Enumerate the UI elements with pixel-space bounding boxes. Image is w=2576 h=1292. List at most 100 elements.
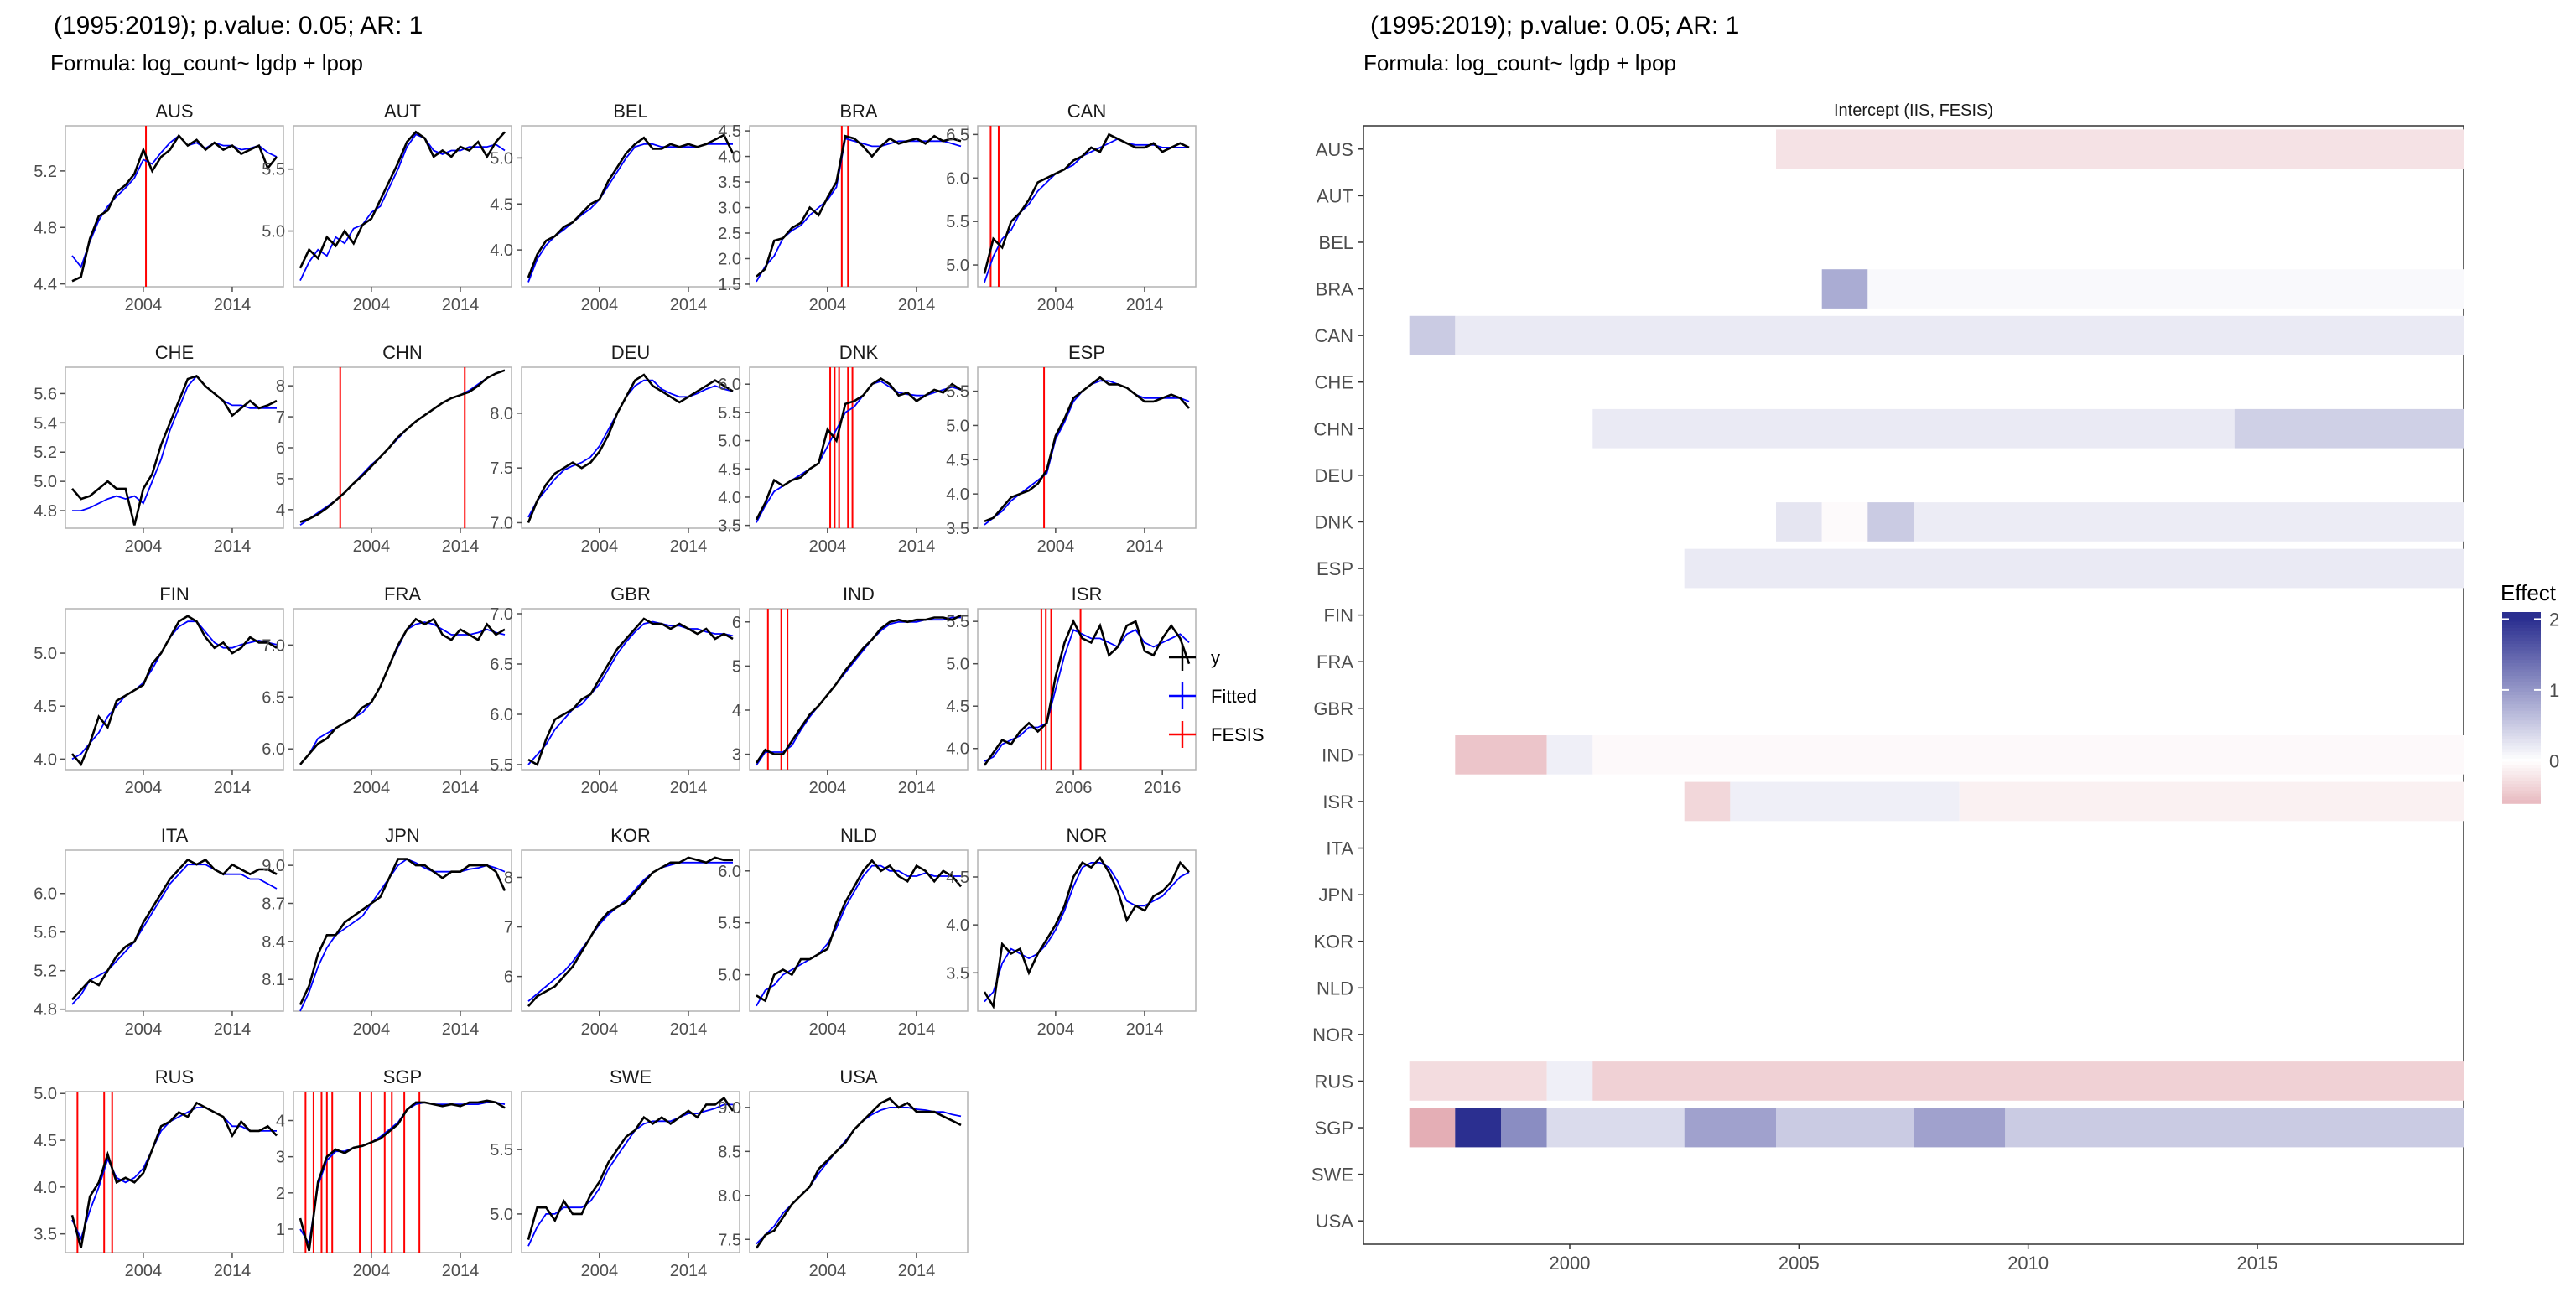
x-tick-label: 2014 <box>214 296 252 314</box>
y-tick-label: 5.0 <box>34 1085 57 1103</box>
y-tick-label: 4.5 <box>946 698 969 716</box>
y-tick-label: 3.5 <box>718 517 741 536</box>
y-tick-label: 5.0 <box>34 645 57 663</box>
facet-panel-aut: AUT5.05.520042014 <box>262 101 512 314</box>
facet-title: AUT <box>384 101 421 122</box>
panel-border <box>750 609 968 770</box>
x-tick-label: 2004 <box>809 1262 847 1280</box>
facet-title: BEL <box>613 101 648 122</box>
panel-border <box>978 126 1196 287</box>
y-tick-label: 3.5 <box>718 174 741 192</box>
heatmap-chart: Intercept (IIS, FESIS)AUSAUTBELBRACANCHE… <box>1311 101 2559 1274</box>
y-tick-label: 4.0 <box>946 916 969 935</box>
x-tick-label: 2005 <box>1779 1253 1820 1274</box>
heatmap-cell-ind <box>1455 735 1546 775</box>
heatmap-cell-chn <box>1592 409 2234 449</box>
facet-title: KOR <box>610 825 651 846</box>
heatmap-cell-isr <box>1960 782 2464 822</box>
panel-border <box>750 126 968 287</box>
heatmap-cell-rus <box>1547 1061 1593 1101</box>
heatmap-cell-sgp <box>2005 1108 2464 1148</box>
row-label: JPN <box>1318 885 1353 905</box>
x-tick-label: 2014 <box>670 1262 708 1280</box>
y-tick-label: 8.1 <box>262 971 285 989</box>
y-tick-label: 6.0 <box>718 376 741 394</box>
y-tick-label: 7 <box>276 408 285 427</box>
y-tick-label: 5.2 <box>34 444 57 462</box>
x-tick-label: 2014 <box>214 537 252 556</box>
row-label: FIN <box>1324 605 1353 626</box>
heatmap-cell-rus <box>1592 1061 2464 1101</box>
y-tick-label: 4.0 <box>718 489 741 507</box>
facet-title: AUS <box>155 101 193 122</box>
facet-title: DNK <box>839 342 879 363</box>
y-tick-label: 4.8 <box>34 502 57 521</box>
y-tick-label: 4.0 <box>718 148 741 167</box>
y-tick-label: 2 <box>276 1185 285 1203</box>
panel-border <box>522 1092 740 1253</box>
right-chart-subtitle: Formula: log_count~ lgdp + lpop <box>1363 50 1676 75</box>
y-tick-label: 7 <box>504 919 513 937</box>
y-tick-label: 5 <box>732 657 741 676</box>
x-tick-label: 2014 <box>442 296 480 314</box>
heatmap-cell-aus <box>1776 129 2464 169</box>
x-tick-label: 2004 <box>581 1020 619 1039</box>
y-tick-label: 6.0 <box>490 706 513 724</box>
facet-panel-sgp: SGP123420042014 <box>276 1066 512 1280</box>
row-label: CHN <box>1313 418 1353 439</box>
line-legend: yFittedFESIS <box>1169 644 1265 748</box>
y-tick-label: 6.5 <box>946 126 969 144</box>
panel-border <box>750 367 968 528</box>
y-tick-label: 1 <box>276 1221 285 1239</box>
y-tick-label: 4.0 <box>946 485 969 504</box>
x-tick-label: 2014 <box>670 537 708 556</box>
x-tick-label: 2004 <box>581 1262 619 1280</box>
facet-panel-fin: FIN4.04.55.020042014 <box>34 584 283 797</box>
facet-title: SGP <box>383 1066 422 1087</box>
facet-title: FRA <box>384 584 421 604</box>
heatmap-cell-dnk <box>1776 502 1822 542</box>
heatmap-cell-can <box>1455 316 2464 355</box>
x-tick-label: 2006 <box>1055 779 1093 797</box>
y-tick-label: 4.5 <box>34 1132 57 1150</box>
x-tick-label: 2004 <box>809 296 847 314</box>
y-tick-label: 8.4 <box>262 933 285 952</box>
x-tick-label: 2010 <box>2007 1253 2049 1274</box>
facet-panel-ita: ITA4.85.25.66.020042014 <box>34 825 283 1039</box>
facet-panel-aus: AUS4.44.85.220042014 <box>34 101 283 314</box>
y-tick-label: 8 <box>276 377 285 396</box>
x-tick-label: 2014 <box>898 1262 936 1280</box>
y-tick-label: 4.0 <box>34 1179 57 1197</box>
x-tick-label: 2004 <box>125 537 163 556</box>
y-tick-label: 8.5 <box>718 1143 741 1161</box>
x-tick-label: 2004 <box>353 779 391 797</box>
row-label: SWE <box>1311 1165 1353 1186</box>
heatmap-cell-sgp <box>1547 1108 1685 1148</box>
y-tick-label: 7.5 <box>718 1231 741 1249</box>
row-label: SGP <box>1315 1118 1353 1139</box>
x-tick-label: 2004 <box>581 296 619 314</box>
x-tick-label: 2004 <box>581 537 619 556</box>
facet-panel-jpn: JPN8.18.48.79.020042014 <box>262 825 512 1039</box>
row-label: KOR <box>1313 931 1353 952</box>
y-tick-label: 4 <box>732 702 741 720</box>
facet-panel-swe: SWE5.05.520042014 <box>490 1066 740 1280</box>
y-tick-label: 5.5 <box>262 161 285 179</box>
row-label: RUS <box>1315 1071 1353 1092</box>
y-tick-label: 5.5 <box>946 383 969 402</box>
x-tick-label: 2014 <box>442 1020 480 1039</box>
x-tick-label: 2014 <box>898 1020 936 1039</box>
y-tick-label: 8 <box>504 869 513 887</box>
x-tick-label: 2014 <box>442 1262 480 1280</box>
row-label: DNK <box>1315 511 1354 532</box>
x-tick-label: 2004 <box>125 1262 163 1280</box>
heatmap-cell-esp <box>1685 549 2464 589</box>
y-tick-label: 8.0 <box>490 405 513 423</box>
y-tick-label: 5.5 <box>490 1141 513 1160</box>
y-tick-label: 4.5 <box>34 698 57 716</box>
effect-colorbar: Effect210 <box>2501 580 2559 804</box>
colorbar-tick-label: 0 <box>2549 750 2559 771</box>
x-tick-label: 2004 <box>809 537 847 556</box>
row-label: NLD <box>1317 978 1353 999</box>
